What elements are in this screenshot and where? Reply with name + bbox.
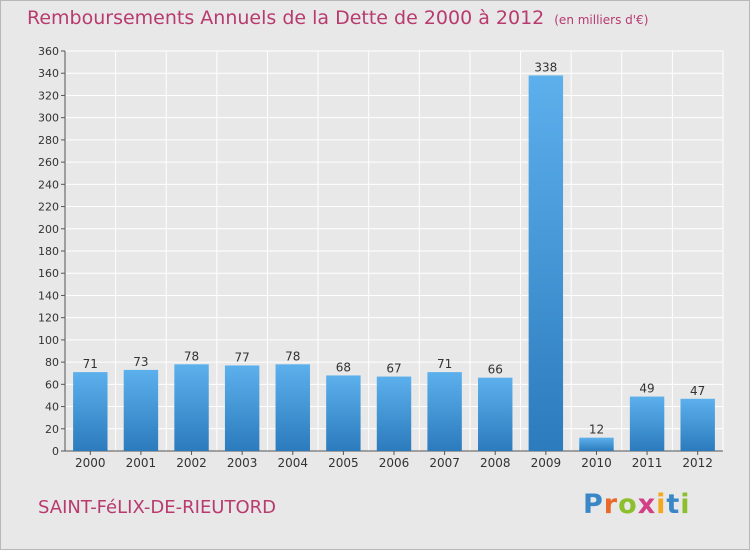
data-label: 71 bbox=[83, 357, 98, 371]
data-label: 73 bbox=[133, 355, 148, 369]
data-label: 68 bbox=[336, 360, 351, 374]
data-label: 66 bbox=[488, 363, 503, 377]
y-tick-label: 40 bbox=[45, 401, 59, 414]
bar bbox=[579, 437, 614, 451]
y-tick-label: 60 bbox=[45, 378, 59, 391]
data-label: 49 bbox=[639, 382, 654, 396]
y-tick-label: 80 bbox=[45, 356, 59, 369]
chart-title: Remboursements Annuels de la Dette de 20… bbox=[27, 7, 648, 29]
x-tick-label: 2011 bbox=[632, 456, 663, 470]
y-tick-label: 100 bbox=[38, 334, 59, 347]
bar bbox=[629, 396, 665, 451]
bar bbox=[376, 376, 412, 451]
y-tick-label: 20 bbox=[45, 423, 59, 436]
data-label: 67 bbox=[386, 362, 401, 376]
bar bbox=[427, 372, 462, 451]
x-tick-label: 2002 bbox=[176, 456, 207, 470]
title-text: Remboursements Annuels de la Dette de 20… bbox=[27, 7, 545, 29]
y-tick-label: 280 bbox=[38, 134, 59, 147]
y-tick-label: 220 bbox=[38, 201, 59, 214]
y-tick-label: 120 bbox=[38, 312, 59, 325]
bar bbox=[224, 365, 260, 451]
y-tick-label: 360 bbox=[38, 45, 59, 58]
bars bbox=[73, 75, 715, 451]
y-tick-label: 240 bbox=[38, 178, 59, 191]
x-tick-label: 2007 bbox=[429, 456, 460, 470]
proxiti-logo: Proxiti bbox=[583, 489, 691, 520]
unit-note: (en milliers d'€) bbox=[554, 13, 649, 27]
bar bbox=[680, 398, 715, 451]
data-label: 78 bbox=[285, 349, 300, 363]
data-label: 12 bbox=[589, 423, 604, 437]
y-tick-label: 340 bbox=[38, 67, 59, 80]
data-label: 47 bbox=[690, 384, 705, 398]
y-tick-label: 0 bbox=[52, 445, 59, 458]
data-label: 77 bbox=[235, 350, 250, 364]
y-tick-label: 160 bbox=[38, 267, 59, 280]
y-tick-label: 300 bbox=[38, 112, 59, 125]
y-tick-label: 180 bbox=[38, 245, 59, 258]
commune-name: SAINT-FéLIX-DE-RIEUTORD bbox=[38, 497, 277, 518]
bar bbox=[174, 364, 209, 451]
x-tick-label: 2005 bbox=[328, 456, 359, 470]
bar bbox=[275, 364, 310, 451]
x-tick-label: 2009 bbox=[531, 456, 562, 470]
bar bbox=[528, 75, 564, 451]
x-tick-label: 2008 bbox=[480, 456, 511, 470]
y-tick-label: 320 bbox=[38, 89, 59, 102]
bar bbox=[73, 372, 108, 451]
labels: 0 20 40 60 80 100 120 140 160 180 200 220 240 260 280 3… bbox=[38, 45, 713, 470]
x-tick-label: 2006 bbox=[379, 456, 410, 470]
x-tick-label: 2000 bbox=[75, 456, 106, 470]
bar bbox=[123, 369, 159, 451]
x-tick-label: 2010 bbox=[581, 456, 612, 470]
y-tick-label: 260 bbox=[38, 156, 59, 169]
x-tick-label: 2001 bbox=[126, 456, 157, 470]
bar bbox=[326, 375, 361, 451]
y-tick-label: 200 bbox=[38, 223, 59, 236]
x-tick-label: 2004 bbox=[277, 456, 308, 470]
bar bbox=[478, 377, 513, 451]
data-label: 338 bbox=[534, 60, 557, 74]
x-tick-label: 2012 bbox=[682, 456, 713, 470]
data-label: 78 bbox=[184, 349, 199, 363]
data-label: 71 bbox=[437, 357, 452, 371]
y-tick-label: 140 bbox=[38, 289, 59, 302]
x-tick-label: 2003 bbox=[227, 456, 258, 470]
